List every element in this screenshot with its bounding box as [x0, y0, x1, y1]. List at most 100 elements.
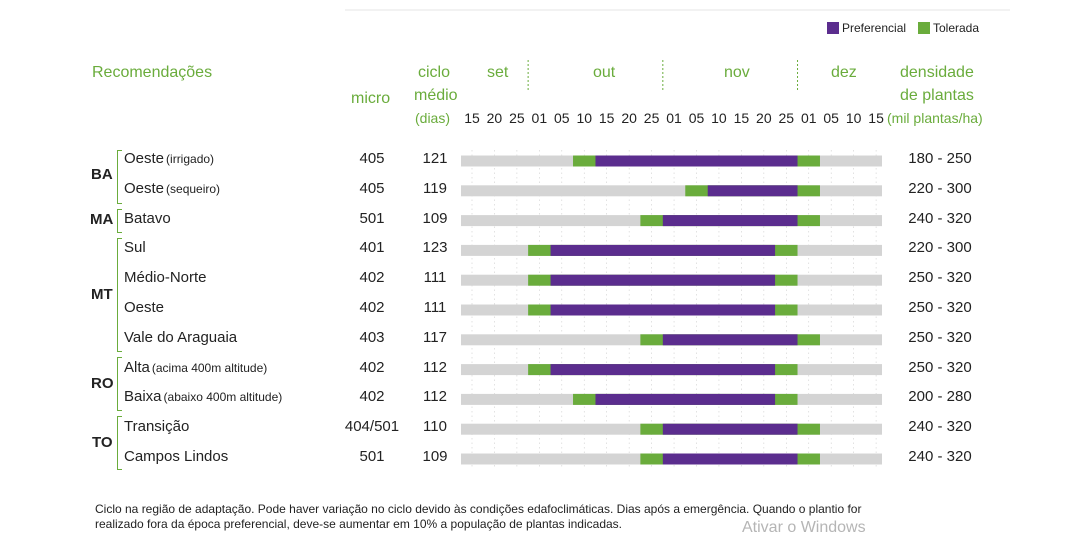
- bar-preferential: [662, 453, 798, 465]
- bar-preferential: [550, 244, 776, 256]
- bar-preferential: [595, 393, 776, 405]
- region-name: Transição: [124, 418, 190, 436]
- bar-tolerated: [528, 244, 798, 256]
- region-name: Batavo: [124, 209, 171, 227]
- row-micro: 501: [359, 209, 385, 227]
- tick-label: 05: [823, 110, 839, 126]
- tick-label: 15: [598, 110, 615, 126]
- bar-background: [461, 215, 882, 227]
- row-density: 240 - 320: [908, 448, 972, 465]
- row-cycle: 111: [423, 299, 447, 316]
- region-name: Oeste: [124, 299, 165, 316]
- bar-preferential: [550, 274, 776, 286]
- bracket-to: [117, 416, 122, 470]
- tick-label: 15: [868, 110, 884, 126]
- row-micro: 405: [359, 179, 385, 197]
- bar-tolerated: [685, 185, 820, 197]
- state-ba: BA: [91, 166, 113, 183]
- row-density: 240 - 320: [908, 418, 972, 436]
- legend-swatch-preferential: [827, 22, 839, 34]
- bracket-ro: [117, 357, 122, 411]
- row-micro: 401: [359, 239, 385, 257]
- tick-label: 10: [845, 110, 862, 126]
- top-divider: [0, 0, 1071, 11]
- row-density: 250 - 320: [908, 358, 972, 376]
- tick-label: 05: [554, 110, 570, 126]
- row-micro: 405: [359, 150, 385, 167]
- row-density: 220 - 300: [908, 179, 972, 197]
- row-cycle: 111: [423, 269, 447, 287]
- state-mt: MT: [91, 286, 113, 303]
- row-density: 240 - 320: [908, 209, 972, 227]
- region-name: Sul: [124, 239, 146, 257]
- bar-background: [461, 274, 882, 286]
- header-recomendacoes: Recomendações: [92, 64, 213, 81]
- row-micro: 402: [359, 388, 385, 406]
- tick-label: 15: [733, 110, 750, 126]
- region-name: Baixa: [124, 388, 162, 406]
- header-densidade-2: de plantas: [900, 87, 974, 104]
- bar-background: [461, 393, 882, 405]
- row-region-label: Oeste (irrigado): [124, 150, 214, 167]
- bar-background: [461, 185, 882, 197]
- state-ma: MA: [90, 211, 114, 228]
- footnote-line-1: Ciclo na região de adaptação. Pode haver…: [95, 502, 862, 516]
- row-region-label: Vale do Araguaia: [124, 329, 237, 346]
- footnote: Ciclo na região de adaptação. Pode haver…: [95, 502, 861, 532]
- bar-preferential: [550, 304, 776, 316]
- bar-tolerated: [640, 215, 820, 227]
- month-set: set: [487, 64, 509, 81]
- bar-preferential: [662, 215, 798, 227]
- row-cycle: 112: [423, 358, 447, 376]
- region-name: Alta: [124, 358, 150, 376]
- row-cycle: 123: [422, 239, 448, 257]
- bar-tolerated: [573, 155, 820, 167]
- bar-preferential: [707, 185, 798, 197]
- row-micro: 402: [359, 358, 385, 376]
- bracket-ba: [117, 150, 122, 204]
- row-cycle: 117: [423, 328, 447, 346]
- row-density: 250 - 320: [908, 299, 972, 316]
- row-micro: 403: [359, 328, 385, 346]
- tick-label: 01: [531, 110, 548, 126]
- bar-background: [461, 304, 882, 316]
- bar-tolerated: [573, 393, 798, 405]
- row-region-label: Batavo: [124, 210, 171, 227]
- row-region-label: Campos Lindos: [124, 448, 228, 465]
- region-note: (irrigado): [166, 152, 215, 166]
- header-ciclo-1: ciclo: [418, 64, 451, 81]
- row-region-label: Oeste: [124, 299, 164, 316]
- bar-preferential: [662, 334, 798, 346]
- row-region-label: Transição: [124, 418, 189, 435]
- header-densidade-3: (mil plantas/ha): [887, 110, 983, 126]
- row-density: 220 - 300: [908, 239, 972, 257]
- header-ciclo-3: (dias): [415, 110, 451, 126]
- region-name: Oeste: [124, 179, 165, 197]
- tick-label: 01: [800, 110, 817, 126]
- row-density: 250 - 320: [908, 269, 972, 287]
- tick-label: 05: [688, 110, 705, 126]
- bar-background: [461, 244, 882, 256]
- bar-preferential: [662, 423, 798, 435]
- row-micro: 404/501: [344, 418, 400, 436]
- row-region-label: Alta (acima 400m altitude): [124, 359, 267, 376]
- footnote-line-2: realizado fora da época preferencial, de…: [95, 517, 623, 531]
- month-out: out: [593, 64, 616, 81]
- tick-label: 25: [778, 110, 795, 126]
- row-micro: 402: [359, 299, 385, 316]
- bar-tolerated: [640, 423, 820, 435]
- row-density: 180 - 250: [908, 150, 972, 167]
- row-micro: 501: [359, 448, 385, 465]
- row-density: 200 - 280: [908, 388, 972, 406]
- bar-tolerated: [528, 274, 798, 286]
- legend-swatch-tolerated: [918, 22, 930, 34]
- bracket-mt: [117, 238, 122, 352]
- tick-label: 20: [486, 110, 503, 126]
- month-nov: nov: [724, 64, 750, 81]
- tick-label: 20: [621, 110, 637, 126]
- region-note: (sequeiro): [166, 181, 221, 196]
- state-to: TO: [92, 434, 113, 451]
- region-note: (acima 400m altitude): [151, 360, 268, 375]
- row-cycle: 109: [422, 448, 448, 465]
- region-name: Médio-Norte: [124, 269, 207, 287]
